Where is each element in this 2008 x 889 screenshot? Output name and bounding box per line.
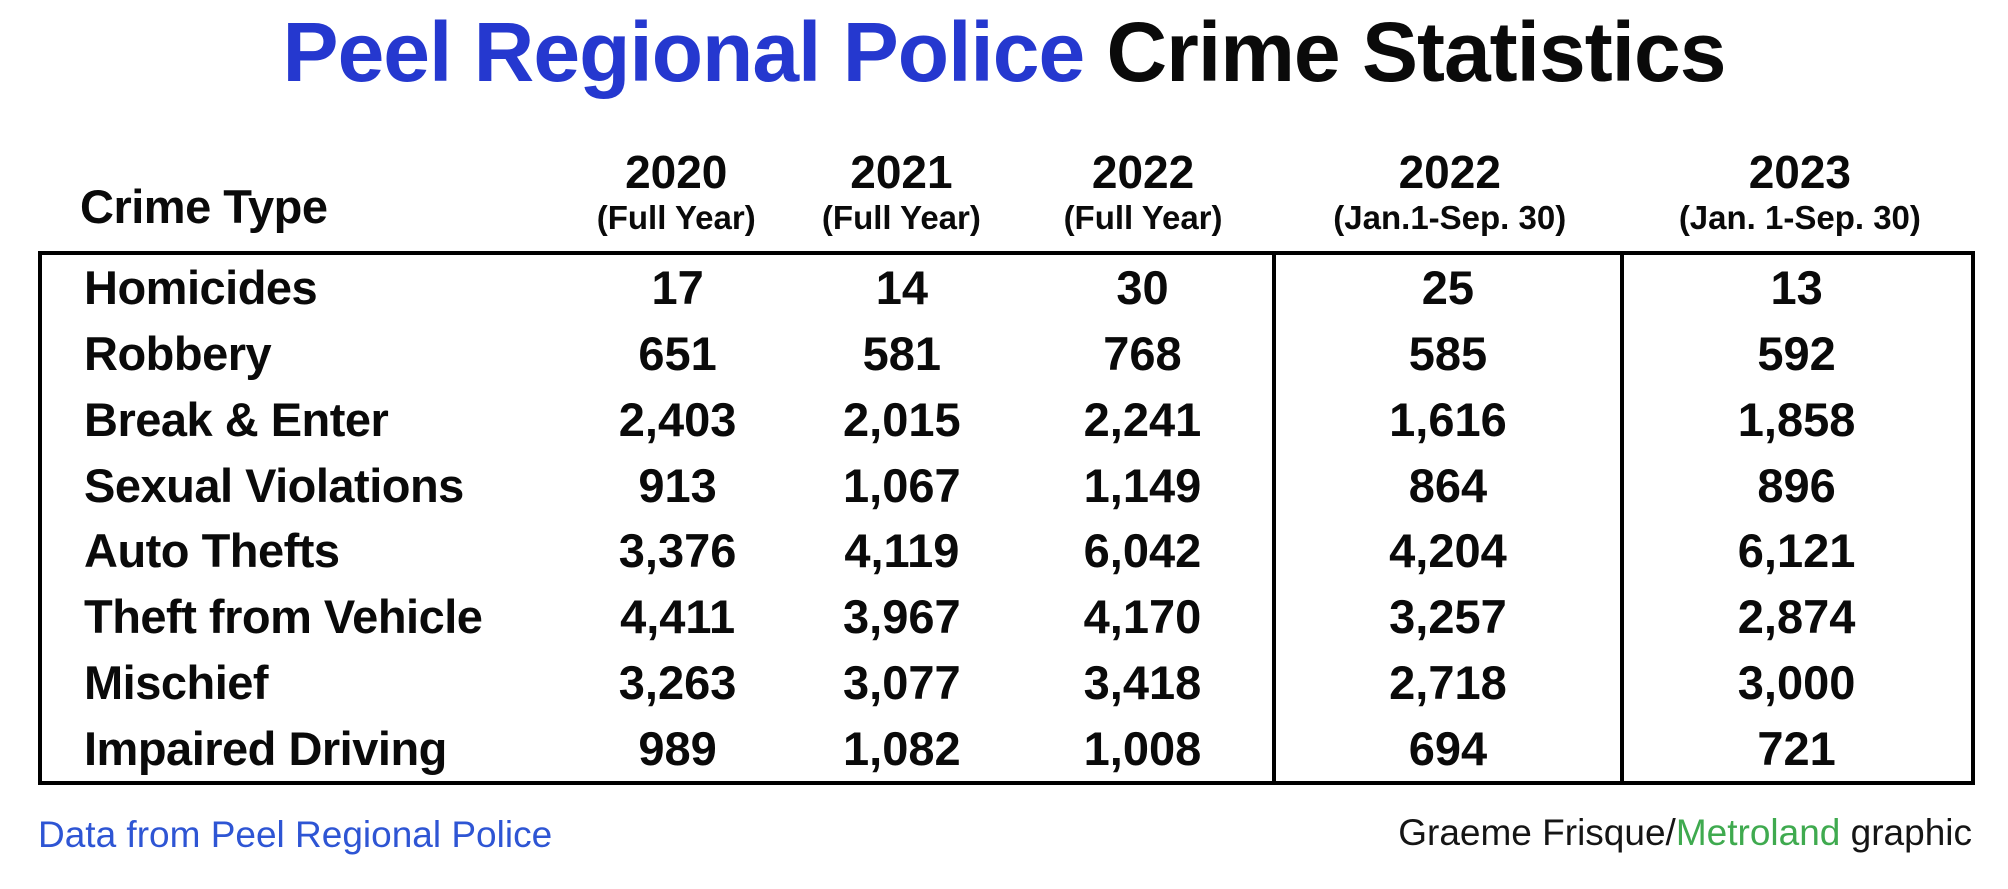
cell-value: 2,718: [1389, 655, 1507, 709]
cell-value: 6,042: [1083, 524, 1202, 578]
column-year-label: 2023: [1748, 145, 1852, 198]
column-header-2022-partial-year: 2022 (Jan.1-Sep. 30): [1275, 145, 1625, 242]
column-header-2023-partial-year: 2023 (Jan. 1-Sep. 30): [1625, 145, 1975, 242]
row-label: Homicides: [84, 261, 318, 315]
table-row: Robbery 651 581 768 585 592: [42, 321, 1971, 387]
cell-value: 3,000: [1737, 655, 1856, 709]
cell-value: 864: [1408, 458, 1488, 512]
cell-value: 4,411: [620, 590, 736, 644]
row-label: Mischief: [84, 655, 269, 709]
column-year-label: 2021: [850, 145, 953, 198]
row-label: Sexual Violations: [84, 458, 464, 512]
cell-value: 1,082: [843, 721, 961, 775]
cell-value: 651: [638, 327, 717, 381]
cell-value: 1,008: [1083, 721, 1202, 775]
data-table: Homicides 17 14 30 25 13 Robbery 651 581…: [38, 251, 1975, 785]
cell-value: 3,418: [1083, 655, 1202, 709]
cell-value: 2,015: [843, 392, 961, 446]
cell-value: 3,376: [618, 524, 737, 578]
row-label: Break & Enter: [84, 392, 389, 446]
table-row: Impaired Driving 989 1,082 1,008 694 721: [42, 715, 1971, 781]
data-source-credit: Data from Peel Regional Police: [38, 814, 553, 855]
table-header: Crime Type 2020 (Full Year) 2021 (Full Y…: [38, 122, 1975, 242]
column-year-label: 2020: [625, 145, 728, 198]
cell-value: 1,149: [1083, 458, 1202, 512]
cell-value: 4,204: [1389, 524, 1507, 578]
cell-value: 2,403: [618, 392, 737, 446]
table-row: Homicides 17 14 30 25 13: [42, 255, 1971, 321]
cell-value: 2,874: [1737, 590, 1856, 644]
column-header-2021-full-year: 2021 (Full Year): [791, 145, 1011, 242]
cell-value: 896: [1757, 458, 1836, 512]
table-row: Auto Thefts 3,376 4,119 6,042 4,204 6,12…: [42, 518, 1971, 584]
column-period-label: (Jan. 1-Sep. 30): [1678, 199, 1921, 237]
cell-value: 581: [862, 327, 942, 381]
cell-value: 25: [1421, 261, 1475, 315]
credit-suffix: graphic: [1840, 812, 1972, 853]
table-row: Break & Enter 2,403 2,015 2,241 1,616 1,…: [42, 387, 1971, 453]
cell-value: 913: [638, 458, 717, 512]
column-period-label: (Full Year): [821, 199, 981, 237]
column-period-label: (Full Year): [1063, 199, 1223, 237]
cell-value: 989: [638, 721, 717, 775]
cell-value: 17: [651, 261, 704, 315]
cell-value: 721: [1757, 721, 1836, 775]
cell-value: 3,263: [618, 655, 737, 709]
cell-value: 1,616: [1389, 392, 1507, 446]
column-year-label: 2022: [1398, 145, 1501, 198]
cell-value: 694: [1408, 721, 1488, 775]
column-period-label: (Jan.1-Sep. 30): [1333, 199, 1567, 237]
table-row: Mischief 3,263 3,077 3,418 2,718 3,000: [42, 650, 1971, 716]
cell-value: 585: [1408, 327, 1488, 381]
column-year-label: 2022: [1091, 145, 1195, 198]
cell-value: 30: [1116, 261, 1169, 315]
title-highlight: Peel Regional Police: [282, 5, 1086, 99]
row-label: Auto Thefts: [84, 524, 340, 578]
cell-value: 13: [1770, 261, 1823, 315]
cell-value: 14: [875, 261, 928, 315]
column-period-label: (Full Year): [596, 199, 756, 237]
column-header-2020-full-year: 2020 (Full Year): [561, 145, 792, 242]
metroland-brand: Metroland: [1675, 812, 1841, 853]
page-title: Peel Regional Police Crime Statistics: [0, 4, 2008, 101]
cell-value: 3,967: [843, 590, 961, 644]
cell-value: 1,858: [1737, 392, 1856, 446]
cell-value: 2,241: [1083, 392, 1202, 446]
cell-value: 768: [1103, 327, 1182, 381]
cell-value: 6,121: [1737, 524, 1856, 578]
author-credit: Graeme Frisque/Metroland graphic: [1398, 812, 1972, 854]
crime-type-header: Crime Type: [80, 180, 328, 233]
table-row: Theft from Vehicle 4,411 3,967 4,170 3,2…: [42, 584, 1971, 650]
row-label: Impaired Driving: [84, 721, 447, 775]
cell-value: 4,119: [844, 524, 960, 578]
credit-prefix: Graeme Frisque/: [1398, 812, 1676, 853]
cell-value: 3,257: [1389, 590, 1507, 644]
row-label: Robbery: [84, 327, 272, 381]
table-row: Sexual Violations 913 1,067 1,149 864 89…: [42, 452, 1971, 518]
column-divider: [1271, 255, 1276, 781]
row-label: Theft from Vehicle: [84, 590, 483, 644]
cell-value: 592: [1757, 327, 1836, 381]
column-divider: [1620, 255, 1625, 781]
cell-value: 3,077: [843, 655, 961, 709]
column-header-2022-full-year: 2022 (Full Year): [1011, 145, 1274, 242]
cell-value: 1,067: [843, 458, 961, 512]
cell-value: 4,170: [1083, 590, 1202, 644]
title-rest: Crime Statistics: [1106, 5, 1727, 99]
